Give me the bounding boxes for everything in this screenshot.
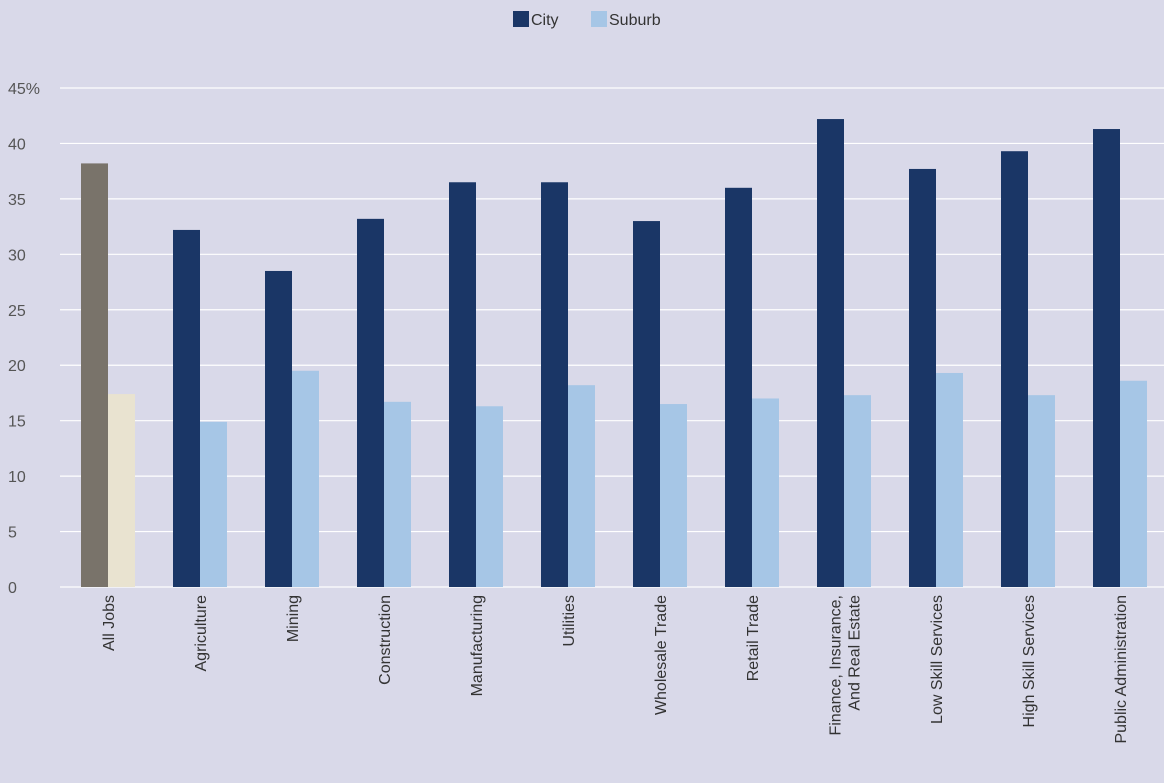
x-tick-label: Mining	[285, 595, 302, 642]
x-axis-labels: All Jobs Agriculture Mining Construction Man…	[101, 595, 1130, 744]
bars	[81, 119, 1147, 588]
y-tick-label: 40	[8, 136, 26, 153]
bar-suburb	[844, 395, 871, 587]
legend: City Suburb	[513, 11, 661, 29]
y-tick-label: 25	[8, 303, 26, 320]
bar-city	[265, 270, 292, 587]
x-tick-label: High Skill Services	[1021, 595, 1038, 727]
bar-city	[449, 182, 476, 587]
legend-label-suburb: Suburb	[609, 12, 661, 29]
x-tick-label: Construction	[377, 595, 394, 685]
y-tick-label: 30	[8, 247, 26, 264]
gridlines	[60, 87, 1164, 588]
y-tick-label: 45%	[8, 81, 40, 98]
x-tick-label: Retail Trade	[745, 595, 762, 681]
y-tick-label: 15	[8, 414, 26, 431]
bar-suburb	[1028, 395, 1055, 587]
bar-city	[357, 218, 384, 588]
bar-suburb	[108, 394, 135, 587]
legend-swatch-suburb	[591, 11, 607, 27]
bar-city	[81, 163, 108, 587]
x-tick-label: All Jobs	[101, 595, 118, 651]
y-tick-label: 20	[8, 358, 26, 375]
bar-city	[633, 221, 660, 588]
legend-swatch-city	[513, 11, 529, 27]
x-tick-label: Low Skill Services	[929, 595, 946, 724]
bar-suburb	[936, 372, 963, 587]
bar-suburb	[292, 370, 319, 587]
x-tick-label: Finance, Insurance, And Real Estate	[828, 595, 864, 736]
y-tick-label: 10	[8, 469, 26, 486]
x-tick-label: Utilities	[561, 595, 578, 647]
x-tick-label: Wholesale Trade	[653, 595, 670, 715]
y-axis-ticks: 0 5 10 15 20 25 30 35 40 45%	[8, 81, 40, 597]
y-tick-label: 35	[8, 192, 26, 209]
bar-suburb	[568, 385, 595, 587]
bar-city	[1093, 129, 1120, 588]
bar-city	[909, 168, 936, 587]
bar-suburb	[660, 404, 687, 587]
bar-suburb	[476, 406, 503, 587]
bar-city	[725, 187, 752, 588]
bar-suburb	[1120, 380, 1147, 587]
bar-city	[817, 119, 844, 587]
x-tick-label: Public Administration	[1113, 595, 1130, 744]
y-tick-label: 5	[8, 525, 17, 542]
bar-city	[1001, 151, 1028, 587]
y-tick-label: 0	[8, 580, 17, 597]
bar-suburb	[752, 398, 779, 587]
bar-suburb	[200, 421, 227, 587]
bar-city	[173, 229, 200, 587]
bar-city	[541, 182, 568, 587]
x-tick-label: Agriculture	[193, 595, 210, 672]
x-tick-label: Manufacturing	[469, 595, 486, 696]
bar-suburb	[384, 401, 411, 587]
legend-label-city: City	[531, 12, 559, 29]
